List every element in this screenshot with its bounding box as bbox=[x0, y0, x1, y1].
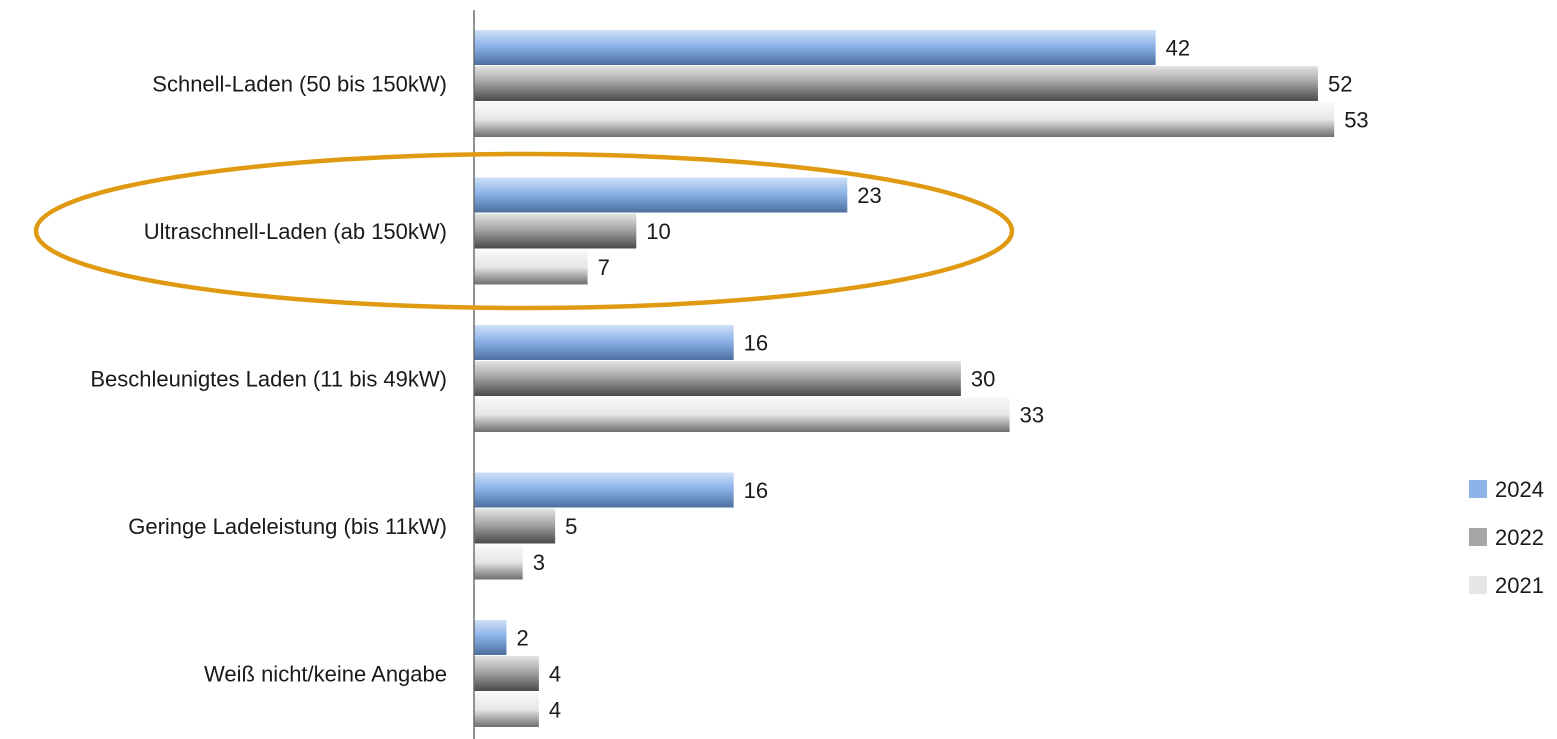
bars-layer bbox=[474, 30, 1335, 727]
legend: 2024 2022 2021 bbox=[1469, 477, 1544, 598]
bar-2021 bbox=[474, 692, 539, 727]
bar-2021 bbox=[474, 544, 523, 580]
bar-2024 bbox=[474, 472, 734, 508]
value-label: 3 bbox=[533, 550, 545, 575]
legend-swatch-2024 bbox=[1469, 480, 1487, 498]
highlight-ellipse bbox=[33, 151, 1015, 311]
value-label: 4 bbox=[549, 698, 561, 723]
category-label: Beschleunigtes Laden (11 bis 49kW) bbox=[90, 367, 447, 392]
legend-swatch-2021 bbox=[1469, 576, 1487, 594]
value-label: 53 bbox=[1344, 108, 1368, 133]
category-label: Ultraschnell-Laden (ab 150kW) bbox=[144, 219, 447, 244]
value-label: 52 bbox=[1328, 72, 1352, 97]
value-label: 2 bbox=[516, 626, 528, 651]
value-label: 4 bbox=[549, 662, 561, 687]
bar-2024 bbox=[474, 620, 507, 655]
category-label: Geringe Ladeleistung (bis 11kW) bbox=[128, 514, 447, 539]
bar-2021 bbox=[474, 397, 1010, 432]
labels-layer: Schnell-Laden (50 bis 150kW)425253Ultras… bbox=[90, 36, 1368, 723]
legend-label-2024: 2024 bbox=[1495, 477, 1544, 502]
bar-2021 bbox=[474, 102, 1335, 137]
bar-2022 bbox=[474, 213, 637, 249]
category-label: Weiß nicht/keine Angabe bbox=[204, 662, 447, 687]
value-label: 5 bbox=[565, 514, 577, 539]
bar-2022 bbox=[474, 508, 556, 544]
value-label: 16 bbox=[744, 331, 768, 356]
value-label: 33 bbox=[1020, 403, 1044, 428]
category-label: Schnell-Laden (50 bis 150kW) bbox=[152, 72, 447, 97]
bar-2022 bbox=[474, 66, 1318, 101]
value-label: 7 bbox=[598, 255, 610, 280]
legend-label-2022: 2022 bbox=[1495, 525, 1544, 550]
bar-2024 bbox=[474, 177, 848, 213]
value-label: 23 bbox=[857, 183, 881, 208]
bar-2021 bbox=[474, 249, 588, 285]
bar-2022 bbox=[474, 656, 539, 691]
bar-2024 bbox=[474, 325, 734, 360]
highlight-layer bbox=[33, 151, 1015, 311]
legend-label-2021: 2021 bbox=[1495, 573, 1544, 598]
value-label: 30 bbox=[971, 367, 995, 392]
bar-2022 bbox=[474, 361, 961, 396]
value-label: 42 bbox=[1166, 36, 1190, 61]
legend-swatch-2022 bbox=[1469, 528, 1487, 546]
value-label: 10 bbox=[646, 219, 670, 244]
bar-2024 bbox=[474, 30, 1156, 65]
value-label: 16 bbox=[744, 478, 768, 503]
